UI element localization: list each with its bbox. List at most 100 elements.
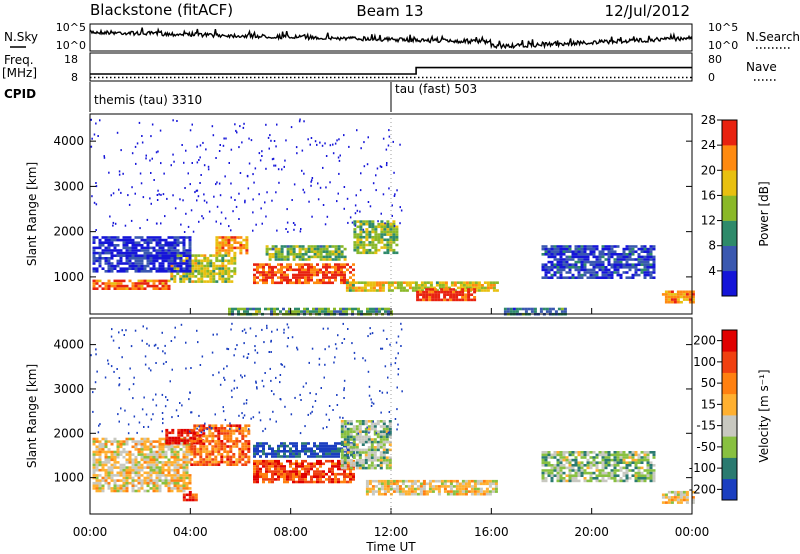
echo-cell	[107, 287, 111, 290]
echo-cell	[547, 471, 551, 475]
echo-speckle	[278, 181, 280, 184]
echo-cell	[271, 253, 275, 256]
echo-cell	[688, 298, 692, 301]
echo-speckle	[174, 336, 176, 339]
echo-cell	[183, 439, 187, 442]
echo-cell	[304, 480, 307, 484]
echo-cell	[212, 264, 216, 268]
echo-cell	[691, 496, 695, 499]
echo-cell	[98, 241, 102, 244]
echo-speckle	[149, 159, 151, 162]
echo-cell	[402, 281, 406, 284]
echo-cell	[388, 466, 392, 470]
echo-cell	[92, 279, 96, 283]
echo-cell	[95, 259, 99, 263]
echo-cell	[253, 478, 256, 481]
echo-speckle	[156, 194, 159, 196]
echo-cell	[283, 452, 286, 456]
echo-cell	[553, 266, 557, 269]
echo-cell	[92, 267, 96, 270]
echo-cell	[155, 254, 159, 257]
echo-cell	[340, 435, 344, 439]
echo-cell	[583, 255, 587, 259]
echo-cell	[200, 264, 204, 268]
echo-cell	[134, 270, 138, 273]
echo-cell	[355, 433, 359, 436]
echo-cell	[422, 479, 426, 483]
echo-cell	[544, 245, 548, 248]
echo-cell	[444, 286, 448, 290]
echo-cell	[152, 487, 156, 490]
echo-cell	[206, 272, 210, 276]
echo-speckle	[207, 165, 210, 168]
echo-cell	[533, 307, 537, 311]
echo-cell	[140, 450, 144, 454]
echo-cell	[104, 246, 108, 250]
echo-speckle	[232, 210, 234, 213]
echo-cell	[140, 445, 144, 449]
echo-cell	[613, 250, 617, 253]
echo-cell	[110, 489, 114, 493]
echo-cell	[193, 447, 197, 451]
echo-cell	[310, 265, 313, 269]
echo-speckle	[208, 426, 211, 428]
echo-speckle	[318, 363, 321, 366]
echo-speckle	[139, 227, 141, 230]
echo-cell	[161, 481, 165, 485]
echo-cell	[480, 284, 484, 287]
echo-cell	[167, 244, 171, 247]
echo-cell	[438, 284, 442, 287]
echo-cell	[202, 445, 206, 448]
colorbar-tick-label: 50	[701, 376, 716, 390]
echo-cell	[155, 284, 159, 288]
echo-cell	[131, 262, 135, 265]
echo-cell	[390, 289, 394, 292]
echo-cell	[229, 427, 233, 430]
echo-cell	[489, 286, 493, 290]
echo-cell	[568, 458, 572, 462]
echo-cell	[643, 453, 647, 457]
echo-cell	[580, 273, 584, 277]
echo-cell	[223, 447, 227, 451]
echo-cell	[280, 470, 283, 473]
echo-cell	[601, 268, 605, 272]
echo-speckle	[281, 168, 283, 171]
echo-cell	[283, 276, 286, 279]
echo-cell	[286, 459, 289, 463]
echo-cell	[140, 249, 144, 252]
echo-cell	[343, 255, 347, 259]
echo-cell	[259, 475, 262, 479]
echo-speckle	[224, 378, 226, 381]
echo-cell	[385, 438, 389, 441]
echo-cell	[122, 479, 126, 482]
echo-cell	[342, 307, 345, 311]
colorbar-tick-label: 28	[701, 113, 716, 127]
echo-speckle	[321, 144, 324, 147]
echo-cell	[125, 453, 129, 456]
echo-cell	[92, 238, 96, 242]
echo-cell	[322, 271, 325, 274]
echo-cell	[212, 267, 216, 270]
echo-cell	[649, 474, 653, 477]
echo-cell	[122, 442, 126, 446]
echo-cell	[346, 480, 349, 484]
echo-cell	[304, 273, 307, 277]
echo-cell	[137, 249, 141, 252]
echo-cell	[262, 465, 265, 468]
echo-speckle	[363, 141, 365, 144]
echo-cell	[559, 255, 563, 259]
echo-speckle	[165, 361, 167, 363]
echo-cell	[373, 448, 377, 452]
echo-cell	[331, 281, 334, 285]
echo-cell	[652, 247, 656, 251]
echo-cell	[325, 455, 328, 458]
echo-cell	[676, 295, 680, 299]
echo-cell	[152, 461, 156, 464]
echo-cell	[182, 466, 186, 469]
echo-cell	[180, 431, 184, 435]
echo-cell	[386, 222, 390, 226]
echo-cell	[369, 289, 373, 292]
echo-cell	[128, 262, 132, 265]
echo-cell	[203, 267, 207, 270]
echo-cell	[458, 487, 462, 491]
